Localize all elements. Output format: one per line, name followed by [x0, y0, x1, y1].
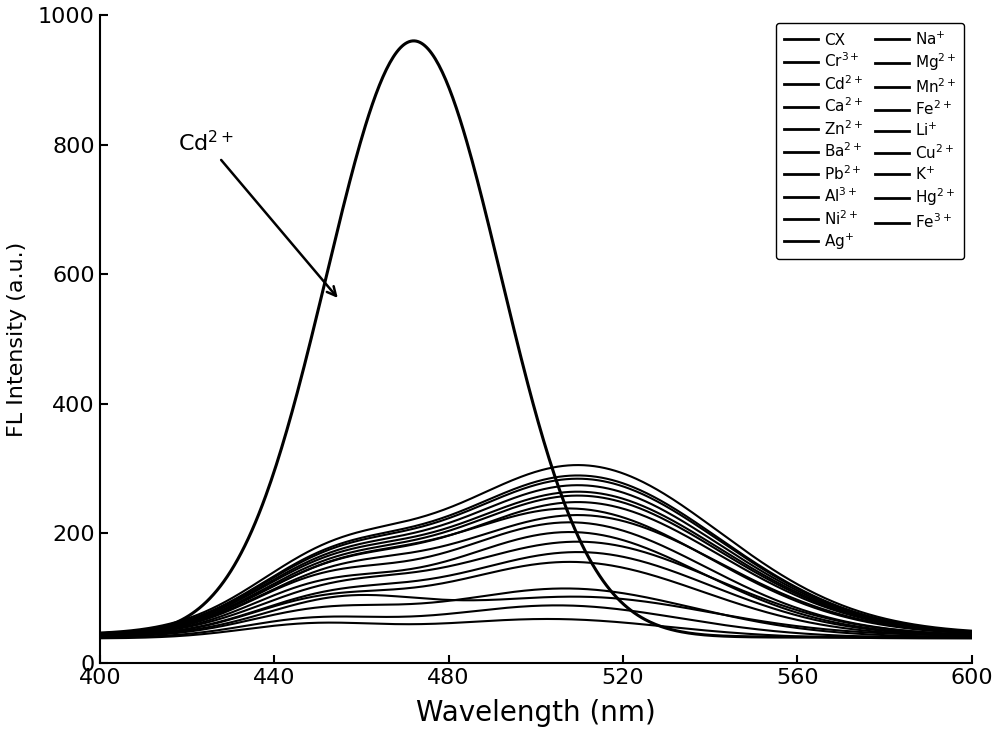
- Y-axis label: FL Intensity (a.u.): FL Intensity (a.u.): [7, 241, 27, 437]
- Legend: CX, Cr$^{3+}$, Cd$^{2+}$, Ca$^{2+}$, Zn$^{2+}$, Ba$^{2+}$, Pb$^{2+}$, Al$^{3+}$,: CX, Cr$^{3+}$, Cd$^{2+}$, Ca$^{2+}$, Zn$…: [776, 23, 964, 259]
- X-axis label: Wavelength (nm): Wavelength (nm): [416, 699, 656, 727]
- Text: Cd$^{2+}$: Cd$^{2+}$: [178, 130, 336, 296]
